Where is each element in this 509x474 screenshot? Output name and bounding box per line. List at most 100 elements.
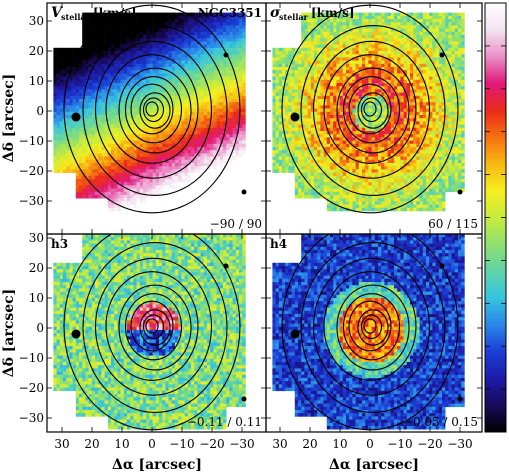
spaxel — [346, 44, 350, 49]
spaxel — [346, 57, 350, 61]
spaxel — [207, 60, 211, 65]
spaxel — [155, 86, 160, 90]
spaxel — [298, 73, 302, 77]
spaxel — [213, 191, 217, 196]
spaxel — [184, 95, 189, 100]
spaxel — [317, 44, 321, 49]
spaxel — [127, 102, 131, 106]
spaxel — [419, 35, 424, 39]
spaxel — [98, 15, 102, 20]
spaxel — [79, 108, 83, 113]
spaxel — [162, 201, 166, 205]
spaxel — [223, 41, 227, 45]
spaxel — [85, 150, 89, 154]
spaxel — [136, 169, 141, 173]
spaxel — [194, 83, 198, 87]
spaxel — [162, 41, 166, 45]
spaxel — [159, 111, 163, 116]
spaxel — [282, 51, 286, 55]
spaxel — [120, 134, 125, 138]
spaxel — [98, 127, 102, 132]
spaxel — [203, 73, 208, 77]
spaxel — [95, 105, 99, 109]
spaxel — [458, 76, 462, 81]
spaxel — [203, 54, 208, 58]
spaxel — [155, 169, 160, 173]
spaxel — [419, 15, 424, 20]
spaxel — [339, 57, 344, 61]
spaxel — [213, 137, 217, 141]
spaxel — [111, 131, 115, 135]
spaxel — [239, 38, 243, 42]
spaxel — [352, 86, 356, 90]
spaxel — [451, 63, 456, 68]
spaxel — [191, 47, 195, 52]
spaxel — [120, 76, 125, 81]
spaxel — [184, 159, 189, 164]
spaxel — [458, 38, 462, 42]
spaxel — [429, 89, 433, 93]
spaxel — [165, 35, 169, 39]
spaxel — [56, 137, 61, 141]
spaxel — [216, 159, 221, 164]
spaxel — [136, 63, 141, 68]
spaxel — [197, 204, 201, 209]
spaxel — [197, 179, 201, 183]
spaxel — [85, 38, 89, 42]
spaxel — [242, 140, 246, 145]
spaxel — [165, 204, 169, 209]
spaxel — [216, 76, 221, 81]
spaxel — [336, 79, 340, 84]
spaxel — [159, 127, 163, 132]
spaxel — [426, 19, 430, 23]
spaxel — [442, 63, 446, 68]
spaxel — [107, 185, 112, 189]
spaxel — [146, 47, 150, 52]
spaxel — [223, 73, 227, 77]
spaxel — [406, 25, 411, 29]
spaxel — [181, 137, 185, 141]
spaxel — [294, 67, 299, 71]
spaxel — [136, 121, 141, 125]
spaxel — [213, 118, 217, 122]
spaxel — [352, 35, 356, 39]
spaxel — [91, 108, 96, 113]
spaxel — [123, 28, 128, 33]
spaxel — [387, 31, 392, 36]
spaxel — [120, 108, 125, 113]
spaxel — [178, 22, 182, 26]
spaxel — [98, 63, 102, 68]
spaxel — [323, 79, 328, 84]
spaxel — [56, 47, 61, 52]
spaxel — [216, 185, 221, 189]
spaxel — [317, 95, 321, 100]
spaxel — [330, 25, 334, 29]
spaxel — [442, 38, 446, 42]
spaxel — [101, 79, 105, 84]
spaxel — [197, 22, 201, 26]
spaxel — [123, 70, 128, 74]
spaxel — [63, 131, 67, 135]
spaxel — [143, 204, 147, 209]
spaxel — [117, 143, 121, 148]
spaxel — [223, 153, 227, 157]
spaxel — [461, 63, 465, 68]
spaxel — [378, 28, 382, 33]
spaxel — [130, 147, 134, 151]
spaxel — [326, 35, 331, 39]
spaxel — [165, 73, 169, 77]
spaxel — [171, 105, 176, 109]
spaxel — [216, 15, 221, 20]
spaxel — [219, 57, 224, 61]
spaxel — [435, 19, 440, 23]
spaxel — [114, 195, 118, 199]
spaxel — [432, 83, 436, 87]
spaxel — [136, 70, 141, 74]
spaxel — [416, 38, 420, 42]
spaxel — [171, 195, 176, 199]
spaxel — [226, 166, 230, 170]
spaxel — [133, 153, 137, 157]
spaxel — [194, 159, 198, 164]
spaxel — [358, 86, 363, 90]
spaxel — [320, 31, 324, 36]
